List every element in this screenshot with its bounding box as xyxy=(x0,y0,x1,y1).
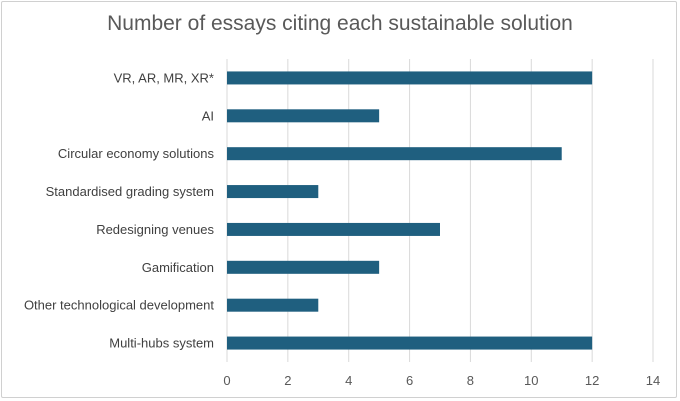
bar-5 xyxy=(227,260,380,274)
category-label-6: Other technological development xyxy=(24,298,214,313)
category-label-0: VR, AR, MR, XR* xyxy=(114,70,214,85)
bar-7 xyxy=(227,336,593,350)
bar-1 xyxy=(227,109,380,123)
x-tick-label-0: 0 xyxy=(223,373,230,388)
category-label-4: Redesigning venues xyxy=(96,222,214,237)
category-label-1: AI xyxy=(202,108,214,123)
category-label-5: Gamification xyxy=(142,260,214,275)
bar-3 xyxy=(227,185,319,199)
category-label-7: Multi-hubs system xyxy=(109,336,214,351)
bar-2 xyxy=(227,147,562,161)
category-label-3: Standardised grading system xyxy=(46,184,214,199)
x-tick-label-12: 12 xyxy=(585,373,599,388)
x-tick-label-8: 8 xyxy=(467,373,474,388)
category-label-2: Circular economy solutions xyxy=(58,146,215,161)
chart-title: Number of essays citing each sustainable… xyxy=(107,12,573,35)
bar-6 xyxy=(227,298,319,312)
x-tick-label-2: 2 xyxy=(284,373,291,388)
bar-0 xyxy=(227,71,593,85)
x-tick-label-10: 10 xyxy=(524,373,538,388)
x-tick-label-6: 6 xyxy=(406,373,413,388)
x-tick-label-4: 4 xyxy=(345,373,352,388)
x-tick-label-14: 14 xyxy=(646,373,660,388)
bar-4 xyxy=(227,222,440,236)
